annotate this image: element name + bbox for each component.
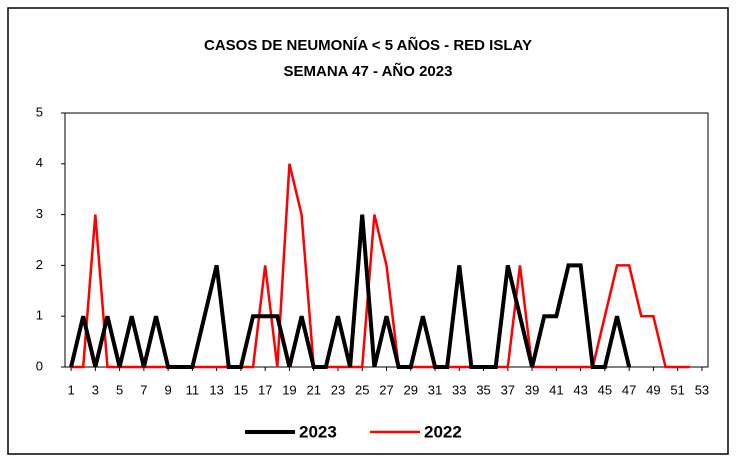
y-tick-label: 4 <box>36 155 43 170</box>
x-tick-label: 51 <box>670 382 684 397</box>
y-tick-label: 0 <box>36 358 43 373</box>
legend-label: 2022 <box>424 422 462 441</box>
x-tick-label: 17 <box>258 382 272 397</box>
x-tick-label: 21 <box>306 382 320 397</box>
x-tick-label: 43 <box>573 382 587 397</box>
x-tick-label: 13 <box>209 382 223 397</box>
y-tick-label: 1 <box>36 308 43 323</box>
y-tick-label: 5 <box>36 104 43 119</box>
x-tick-label: 5 <box>116 382 123 397</box>
x-tick-label: 29 <box>404 382 418 397</box>
x-tick-label: 3 <box>92 382 99 397</box>
x-tick-label: 41 <box>549 382 563 397</box>
x-tick-label: 19 <box>282 382 296 397</box>
x-tick-label: 37 <box>501 382 515 397</box>
x-tick-label: 25 <box>355 382 369 397</box>
chart-subtitle: SEMANA 47 - AÑO 2023 <box>284 62 453 80</box>
y-tick-label: 3 <box>36 206 43 221</box>
x-tick-label: 11 <box>186 382 200 397</box>
x-tick-label: 9 <box>165 382 172 397</box>
x-tick-label: 27 <box>379 382 393 397</box>
x-tick-label: 15 <box>234 382 248 397</box>
x-tick-label: 45 <box>598 382 612 397</box>
chart-title: CASOS DE NEUMONÍA < 5 AÑOS - RED ISLAY <box>204 36 532 54</box>
x-tick-label: 31 <box>428 382 442 397</box>
y-tick-label: 2 <box>36 257 43 272</box>
x-tick-label: 39 <box>525 382 539 397</box>
x-tick-label: 1 <box>67 382 74 397</box>
x-tick-label: 7 <box>140 382 147 397</box>
x-tick-label: 49 <box>646 382 660 397</box>
chart-frame <box>7 7 729 455</box>
x-tick-label: 23 <box>331 382 345 397</box>
x-tick-label: 35 <box>476 382 490 397</box>
x-tick-label: 33 <box>452 382 466 397</box>
legend-label: 2023 <box>299 422 337 441</box>
x-tick-label: 53 <box>695 382 709 397</box>
x-tick-label: 47 <box>622 382 636 397</box>
series-line <box>69 214 632 369</box>
